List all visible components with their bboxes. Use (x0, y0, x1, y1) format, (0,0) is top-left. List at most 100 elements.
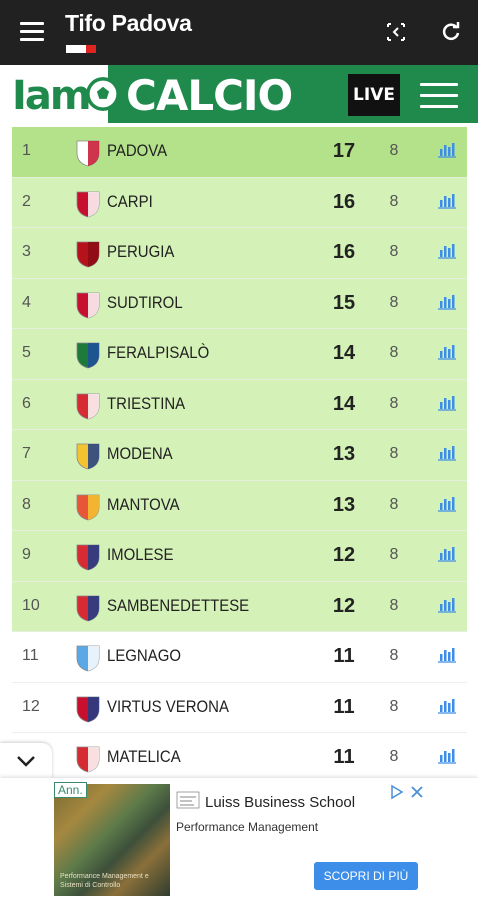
position: 1 (22, 142, 31, 159)
team-name[interactable]: CARPI (107, 191, 153, 211)
table-row[interactable]: 2 CARPI 16 8 (12, 177, 467, 228)
team-crest-icon (76, 746, 100, 773)
position: 9 (22, 546, 31, 563)
table-row[interactable]: 13MATELICA118 (12, 733, 467, 784)
stats-chart-icon[interactable] (437, 343, 457, 361)
team-crest-icon (76, 696, 100, 722)
team-crest-icon (76, 595, 100, 621)
football-icon (86, 77, 120, 111)
team-crest-icon (76, 443, 100, 470)
stats-chart-icon[interactable] (437, 242, 457, 260)
app-title: Tifo Padova (65, 10, 192, 36)
crop-icon[interactable] (384, 20, 408, 44)
team-crest-icon (76, 393, 100, 419)
ad-image-caption: Performance Management e Sistemi di Cont… (60, 873, 149, 889)
chevron-down-icon[interactable] (0, 743, 52, 779)
table-row[interactable]: 6 TRIESTINA 14 8 (12, 379, 467, 430)
ad-brand[interactable]: Luiss Business School (205, 794, 356, 811)
team-name[interactable]: FERALPISALÒ (107, 343, 210, 362)
games-played: 8 (389, 697, 399, 715)
ad-image[interactable]: Performance Management e Sistemi di Cont… (54, 784, 170, 896)
points: 15 (332, 291, 356, 314)
live-button[interactable]: LIVE (348, 74, 400, 116)
team-crest-icon (76, 342, 100, 369)
table-row[interactable]: 4 SUDTIROL 15 8 (12, 278, 467, 329)
position: 7 (22, 445, 31, 462)
table-row[interactable]: 9 IMOLESE 12 8 (12, 531, 467, 582)
team-name[interactable]: MODENA (107, 444, 173, 463)
table-row[interactable]: 1 PADOVA 17 8 (12, 127, 467, 178)
ad-subtitle: Performance Management (176, 820, 319, 834)
logo-calcio[interactable]: CALCIO (126, 71, 293, 120)
team-crest-icon (76, 292, 100, 318)
ad-choices-icon[interactable] (390, 784, 426, 800)
table-row[interactable]: 10 SAMBENEDETTESE 12 8 (12, 581, 467, 632)
stats-chart-icon[interactable] (437, 192, 457, 210)
team-name[interactable]: LEGNAGO (107, 646, 182, 665)
ad-banner[interactable]: Performance Management e Sistemi di Cont… (0, 778, 478, 900)
points: 14 (332, 342, 356, 364)
team-name[interactable]: VIRTUS VERONA (107, 696, 229, 716)
stats-chart-icon[interactable] (437, 293, 457, 311)
team-name[interactable]: IMOLESE (107, 545, 174, 564)
games-played: 8 (389, 344, 399, 361)
ad-collapse-toggle[interactable] (0, 743, 52, 779)
games-played: 8 (389, 394, 399, 412)
table-row[interactable]: 11 LEGNAGO 11 8 (12, 632, 467, 683)
ad-cta-button[interactable]: SCOPRI DI PIÙ (314, 862, 418, 890)
points: 17 (332, 140, 356, 162)
team-name[interactable]: TRIESTINA (107, 393, 186, 413)
points: 11 (333, 746, 355, 768)
stats-chart-icon[interactable] (437, 747, 457, 765)
ad-label: Ann. (54, 782, 87, 798)
points: 16 (332, 190, 356, 213)
stats-chart-icon[interactable] (437, 697, 457, 715)
stats-chart-icon[interactable] (437, 596, 457, 614)
games-played: 8 (389, 546, 399, 563)
stats-chart-icon[interactable] (437, 545, 457, 563)
points: 13 (332, 443, 356, 465)
points: 11 (333, 645, 355, 667)
table-row[interactable]: 8 MANTOVA 13 8 (12, 480, 467, 531)
points: 12 (332, 594, 356, 617)
position: 12 (22, 697, 40, 715)
position: 5 (22, 344, 31, 361)
stats-chart-icon[interactable] (437, 495, 457, 513)
team-name[interactable]: SUDTIROL (107, 292, 183, 312)
team-crest-icon (76, 645, 100, 672)
points: 16 (332, 241, 356, 263)
games-played: 8 (389, 293, 399, 311)
position: 11 (22, 647, 39, 664)
table-row[interactable]: 5 FERALPISALÒ 14 8 (12, 329, 467, 380)
stats-chart-icon[interactable] (437, 394, 457, 412)
points: 13 (332, 493, 356, 516)
standings-table: 1 PADOVA 17 8 2 CARPI 16 8 3 PERUGIA 16 8 4 SUDTIROL 1… (12, 127, 467, 784)
site-menu-icon[interactable] (420, 83, 458, 108)
table-row[interactable]: 7 MODENA 13 8 (12, 430, 467, 481)
logo-iam[interactable]: Iam (12, 73, 92, 119)
points: 11 (333, 695, 355, 718)
games-played: 8 (389, 243, 399, 260)
position: 8 (22, 495, 31, 513)
games-played: 8 (389, 495, 399, 513)
stats-chart-icon[interactable] (437, 444, 457, 462)
stats-chart-icon[interactable] (437, 141, 457, 159)
games-played: 8 (389, 596, 399, 614)
site-header: Iam CALCIO LIVE (0, 65, 478, 123)
team-name[interactable]: MANTOVA (107, 494, 180, 514)
italian-flag-icon (66, 45, 96, 53)
position: 4 (22, 293, 31, 311)
position: 2 (22, 192, 31, 210)
team-name[interactable]: PADOVA (107, 141, 168, 160)
stats-chart-icon[interactable] (437, 646, 457, 664)
refresh-icon[interactable] (439, 20, 463, 44)
table-row[interactable]: 3 PERUGIA 16 8 (12, 228, 467, 279)
menu-icon[interactable] (20, 22, 44, 42)
games-played: 8 (389, 647, 399, 664)
team-name[interactable]: PERUGIA (107, 242, 175, 261)
team-name[interactable]: SAMBENEDETTESE (107, 595, 250, 615)
team-name[interactable]: MATELICA (107, 747, 181, 766)
table-row[interactable]: 12 VIRTUS VERONA 11 8 (12, 682, 467, 733)
team-crest-icon (76, 544, 100, 571)
points: 12 (332, 544, 356, 566)
